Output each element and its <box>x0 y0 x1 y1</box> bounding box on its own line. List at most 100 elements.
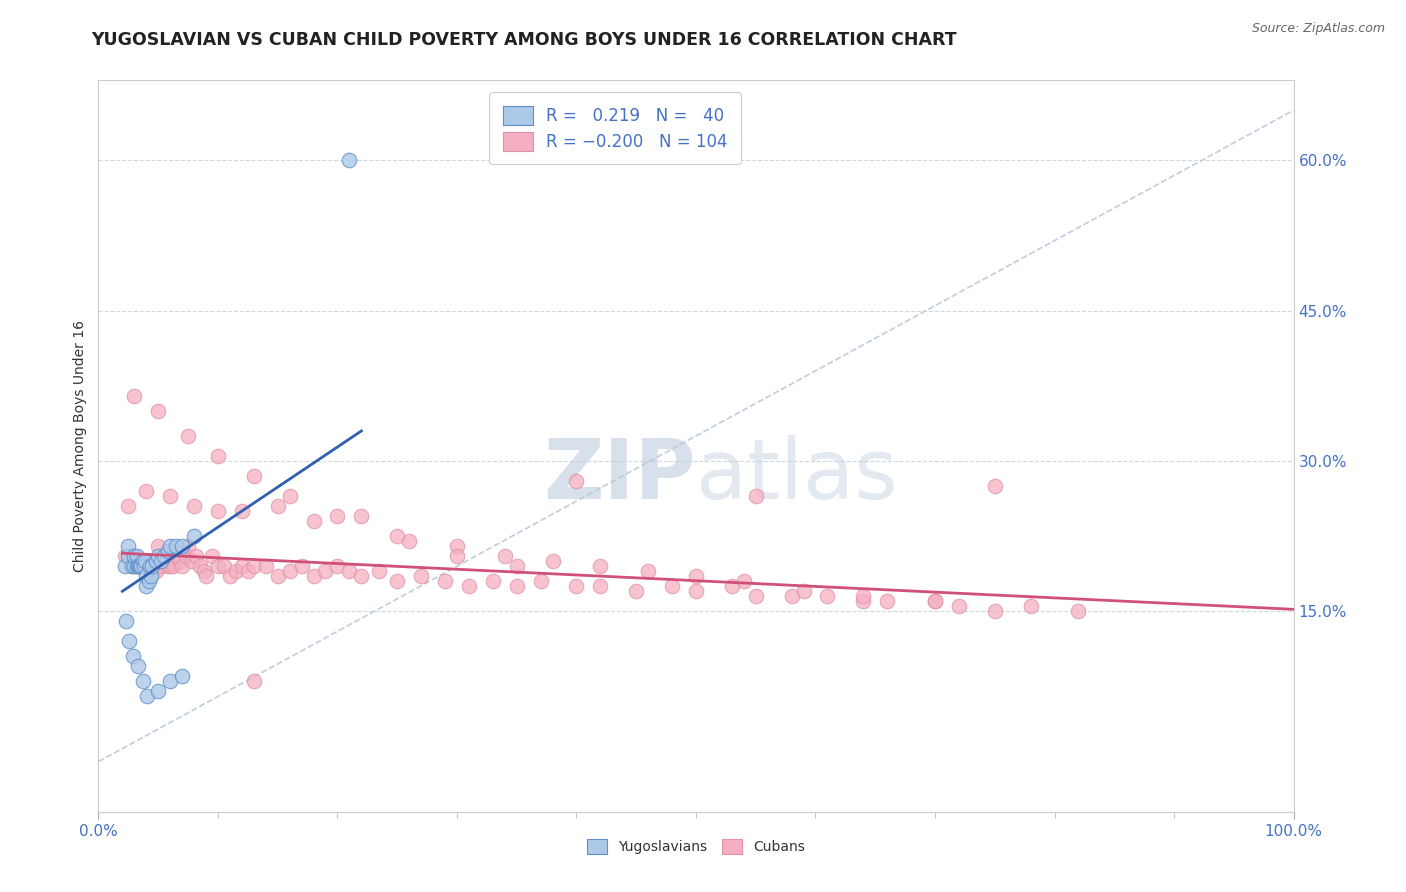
Point <box>291 559 314 574</box>
Point <box>129 559 152 574</box>
Point <box>174 549 197 564</box>
Point <box>589 559 612 574</box>
Point <box>148 549 170 564</box>
Point <box>125 549 148 564</box>
Point <box>159 539 181 553</box>
Point <box>368 564 391 578</box>
Point <box>565 579 588 593</box>
Point <box>153 549 176 564</box>
Point <box>131 554 153 568</box>
Point <box>148 684 170 698</box>
Point <box>180 554 202 568</box>
Point <box>131 554 153 568</box>
Point <box>183 529 205 543</box>
Point <box>236 564 259 578</box>
Point <box>207 559 229 574</box>
Point <box>231 504 253 518</box>
Point <box>145 554 167 568</box>
Point <box>219 569 242 583</box>
Point <box>350 509 373 524</box>
Point <box>924 594 946 608</box>
Point <box>876 594 898 608</box>
Point <box>411 569 433 583</box>
Point <box>139 569 162 583</box>
Y-axis label: Child Poverty Among Boys Under 16: Child Poverty Among Boys Under 16 <box>73 320 87 572</box>
Point <box>183 499 205 513</box>
Point <box>149 559 172 574</box>
Point <box>984 604 1007 618</box>
Point <box>165 539 187 553</box>
Point <box>852 594 875 608</box>
Point <box>1067 604 1090 618</box>
Point <box>172 539 194 553</box>
Text: YUGOSLAVIAN VS CUBAN CHILD POVERTY AMONG BOYS UNDER 16 CORRELATION CHART: YUGOSLAVIAN VS CUBAN CHILD POVERTY AMONG… <box>91 31 957 49</box>
Point <box>124 389 146 403</box>
Point <box>243 674 266 689</box>
Point <box>142 559 165 574</box>
Point <box>207 504 229 518</box>
Point <box>122 649 145 664</box>
Point <box>124 559 146 574</box>
Point <box>565 474 588 488</box>
Point <box>132 554 155 568</box>
Point <box>506 579 529 593</box>
Point <box>186 549 208 564</box>
Point <box>128 554 150 568</box>
Point <box>446 539 468 553</box>
Point <box>721 579 744 593</box>
Point <box>117 539 139 553</box>
Point <box>278 489 301 503</box>
Point <box>121 559 143 574</box>
Point <box>326 509 349 524</box>
Point <box>494 549 516 564</box>
Point <box>278 564 301 578</box>
Point <box>626 584 648 599</box>
Point <box>506 559 529 574</box>
Point <box>685 569 707 583</box>
Point <box>339 564 361 578</box>
Point <box>114 559 136 574</box>
Point <box>225 564 247 578</box>
Point <box>138 574 160 589</box>
Text: ZIP: ZIP <box>544 434 696 516</box>
Point <box>661 579 683 593</box>
Point <box>131 559 153 574</box>
Point <box>125 559 148 574</box>
Point <box>118 549 141 564</box>
Point <box>118 634 141 648</box>
Point <box>121 559 143 574</box>
Point <box>177 429 200 443</box>
Point <box>201 549 224 564</box>
Point <box>385 529 409 543</box>
Point <box>481 574 505 589</box>
Point <box>302 514 325 528</box>
Point <box>169 554 191 568</box>
Point <box>458 579 481 593</box>
Point <box>131 674 153 689</box>
Point <box>188 559 211 574</box>
Point <box>195 569 218 583</box>
Point <box>135 559 157 574</box>
Point <box>127 659 149 673</box>
Point <box>815 589 838 603</box>
Point <box>530 574 553 589</box>
Point <box>243 469 266 483</box>
Point <box>212 559 235 574</box>
Point <box>172 669 194 683</box>
Point <box>193 564 215 578</box>
Point <box>589 579 612 593</box>
Point <box>398 534 420 549</box>
Point <box>159 489 181 503</box>
Text: atlas: atlas <box>696 434 897 516</box>
Point <box>117 499 139 513</box>
Point <box>156 544 179 558</box>
Point <box>136 690 159 704</box>
Point <box>984 479 1007 493</box>
Text: Source: ZipAtlas.com: Source: ZipAtlas.com <box>1251 22 1385 36</box>
Point <box>350 569 373 583</box>
Point <box>127 559 149 574</box>
Point <box>948 599 970 614</box>
Point <box>156 559 179 574</box>
Point <box>148 539 170 553</box>
Point <box>128 559 150 574</box>
